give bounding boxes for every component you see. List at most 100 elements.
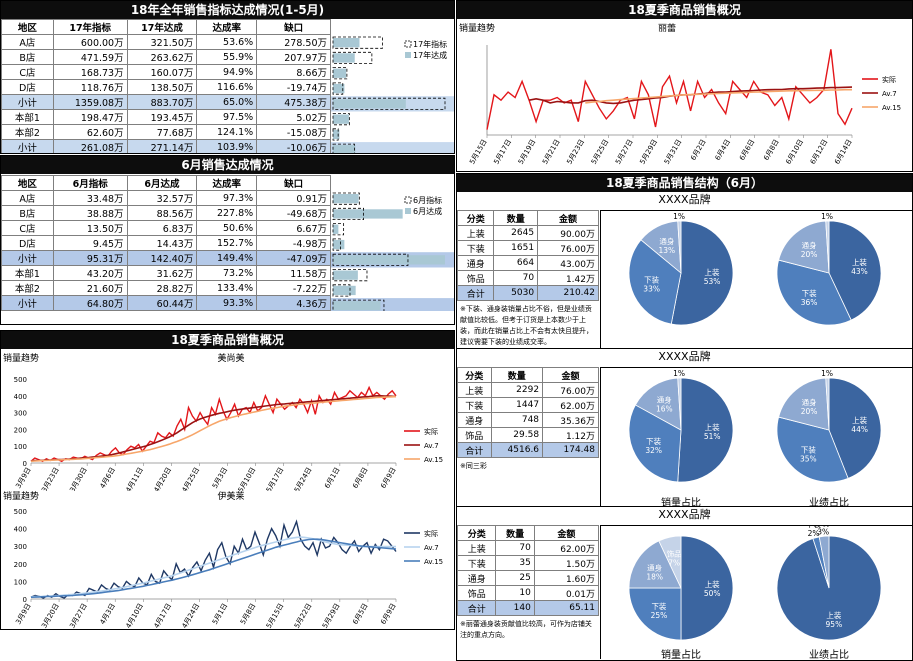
table-cell: 小计 xyxy=(1,139,54,153)
table-cell: 14.43万 xyxy=(126,235,198,251)
bar-target xyxy=(332,223,345,236)
pie-label: 上装 xyxy=(852,257,867,267)
pie-slice xyxy=(825,220,830,274)
pie-label: 上装 xyxy=(826,610,841,620)
x-tick-label: 5月8日 xyxy=(239,602,257,626)
pie-slice xyxy=(677,377,682,431)
pie-label: 通身 xyxy=(657,395,672,405)
table-cell: 1.12万 xyxy=(542,427,599,443)
col-header: 地区 xyxy=(1,175,54,191)
legend-label-done: 6月达成 xyxy=(413,206,442,216)
lilei-line-chart: 销量趋势 丽蕾 5月15日 5月17日 5月19日 5月21日 5月23日 5月25日 5月27… xyxy=(459,22,901,166)
x-tick-label: 6月12日 xyxy=(809,138,830,166)
x-tick-label: 3月23日 xyxy=(40,466,61,491)
table-cell: 小计 xyxy=(1,94,54,110)
legend-label-done: 17年达成 xyxy=(413,50,447,60)
pie-pct: 3% xyxy=(817,527,829,536)
chart-title: 丽蕾 xyxy=(658,22,676,34)
table-cell: 90.00万 xyxy=(537,225,599,241)
x-tick-label: 6月8日 xyxy=(762,138,780,162)
table-cell: 0.01万 xyxy=(533,585,600,601)
col-header: 地区 xyxy=(1,19,54,35)
table-header-row: 分类 数量 金额 xyxy=(457,210,599,226)
table-cell: 62.00万 xyxy=(533,540,600,556)
pie-slice xyxy=(634,377,682,431)
x-tick-label: 6月14日 xyxy=(833,138,854,166)
table-cell: 下装 xyxy=(457,397,492,413)
bar-target xyxy=(332,97,446,110)
pie-pct: 7% xyxy=(668,559,680,568)
col-header: 分类 xyxy=(457,525,497,541)
bar-target xyxy=(332,284,351,297)
chart-ylabel: 销量趋势 xyxy=(3,352,39,364)
x-tick-label: 3月30日 xyxy=(68,466,89,491)
pie-pct: 1% xyxy=(821,369,833,378)
brand-block: XXXX品牌 分类 数量 金额 上装 70 62.00万 下装 35 1.50万 通身 25 1.60万… xyxy=(457,506,912,660)
series-line-0 xyxy=(30,385,397,463)
col-header: 缺口 xyxy=(256,175,331,191)
table-cell: 33.48万 xyxy=(52,190,128,206)
table-cell: 140 xyxy=(495,600,535,616)
pie-pct: 51% xyxy=(704,432,721,441)
y-tick-label: 100 xyxy=(14,443,27,451)
table-cell: 475.38万 xyxy=(256,94,331,110)
table-cell: 上装 xyxy=(457,540,497,556)
pie-pct: 33% xyxy=(643,285,660,294)
table-cell: 116.6% xyxy=(196,79,258,95)
legend-label: Av.7 xyxy=(882,90,897,98)
x-tick-label: 6月9日 xyxy=(379,602,397,626)
table-cell: 4.36万 xyxy=(256,295,331,311)
bar-done xyxy=(333,68,347,78)
table-cell: 193.45万 xyxy=(126,109,198,125)
x-tick-label: 5月15日 xyxy=(468,138,489,166)
table-total-row: 合计 140 65.11 xyxy=(457,600,600,616)
table-cell: 168.73万 xyxy=(52,64,128,80)
series-line-0 xyxy=(486,49,853,130)
table-cell: 118.76万 xyxy=(52,79,128,95)
table-header-row: 分类 数量 金额 xyxy=(457,367,599,383)
pie-pct: 44% xyxy=(851,425,868,434)
lilei-overview-title: 18夏季商品销售概况 xyxy=(457,1,912,19)
bar-done xyxy=(333,38,360,48)
legend-swatch-done xyxy=(405,52,411,58)
table-row: 本部2 62.60万 77.68万 124.1% -15.08万 xyxy=(1,124,331,140)
table-row: 饰品 29.58 1.12万 xyxy=(457,427,599,443)
table-cell: 261.08万 xyxy=(52,139,128,153)
pie-caption: 销量占比 xyxy=(661,648,701,660)
table-cell: 8.66万 xyxy=(256,64,331,80)
table-row: C店 13.50万 6.83万 50.6% 6.67万 xyxy=(1,220,331,236)
table-cell: 本部2 xyxy=(1,280,54,296)
pie-label: 上装 xyxy=(705,579,720,589)
table-cell: 55.9% xyxy=(196,49,258,65)
legend-swatch-target xyxy=(404,40,412,48)
pie-pct: 1% xyxy=(821,212,833,221)
bar-done xyxy=(333,301,381,311)
table-cell: 62.00万 xyxy=(542,397,599,413)
pie-label: 下装 xyxy=(651,601,666,611)
pie-pct: 53% xyxy=(704,277,721,286)
x-tick-label: 6月1日 xyxy=(323,466,341,490)
x-tick-label: 6月9日 xyxy=(379,466,397,490)
bar-target xyxy=(332,269,368,282)
pie-slice xyxy=(670,220,734,326)
x-tick-label: 6月10日 xyxy=(784,138,805,166)
table-cell: 21.60万 xyxy=(52,280,128,296)
bar-done xyxy=(333,145,356,153)
table-cell: 1.60万 xyxy=(533,570,600,586)
table-cell: 25 xyxy=(495,570,535,586)
table-cell: 64.80万 xyxy=(52,295,128,311)
table-cell: 31.62万 xyxy=(126,265,198,281)
table-cell: 471.59万 xyxy=(52,49,128,65)
pie-pct: 16% xyxy=(656,405,673,414)
table-cell: 1359.08万 xyxy=(52,94,128,110)
y-tick-label: 400 xyxy=(14,393,27,401)
x-tick-label: 4月11日 xyxy=(124,466,145,491)
legend-label: Av.15 xyxy=(424,558,443,566)
table-cell: -4.98万 xyxy=(256,235,331,251)
bar-done xyxy=(333,129,340,140)
x-tick-label: 5月10日 xyxy=(237,466,258,491)
